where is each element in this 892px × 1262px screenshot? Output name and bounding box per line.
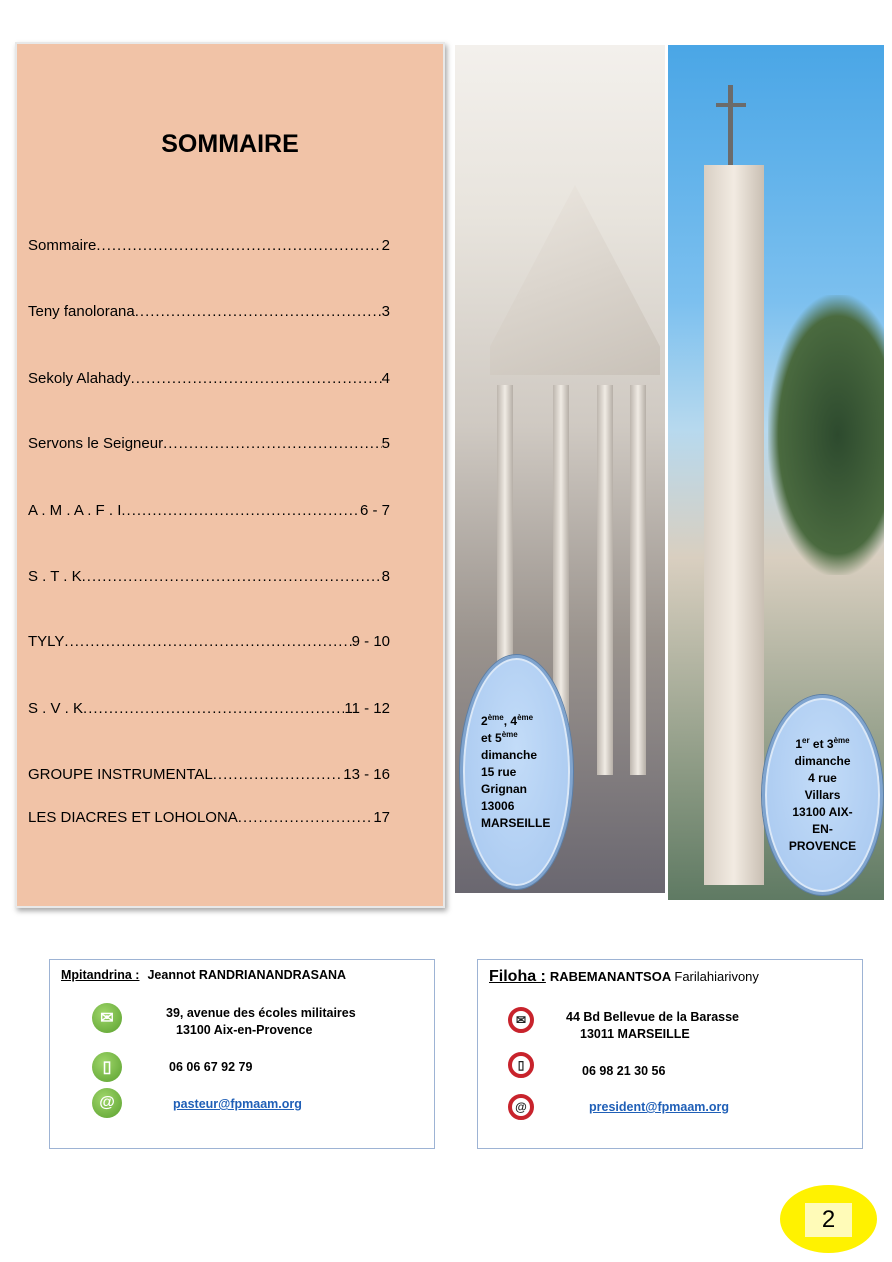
dot-leader bbox=[163, 435, 382, 452]
toc-entry: GROUPE INSTRUMENTAL 13 - 16 bbox=[28, 766, 390, 783]
role-label: Mpitandrina : bbox=[61, 968, 140, 982]
dot-leader bbox=[83, 700, 344, 717]
dot-leader bbox=[135, 303, 382, 320]
toc-entry: Servons le Seigneur 5 bbox=[28, 435, 390, 452]
at-sign-icon: @ bbox=[508, 1094, 534, 1120]
toc-entry-page: 8 bbox=[381, 568, 390, 585]
toc-entry-label: Sekoly Alahady bbox=[28, 370, 131, 387]
toc-entry-label: S . V . K bbox=[28, 700, 84, 717]
envelope-icon: ✉ bbox=[92, 1003, 122, 1033]
toc-entry-page: 4 bbox=[381, 370, 390, 387]
toc-entry-label: S . T . K bbox=[28, 568, 82, 585]
toc-entry: Teny fanolorana 3 bbox=[28, 303, 390, 320]
toc-entry-page: 6 - 7 bbox=[359, 502, 390, 519]
pastor-contact-card: Mpitandrina : Jeannot RANDRIANANDRASANA ✉… bbox=[49, 959, 435, 1149]
toc-entry-page: 9 - 10 bbox=[351, 633, 390, 650]
toc-entry: Sommaire 2 bbox=[28, 237, 390, 254]
president-email-link[interactable]: president@fpmaam.org bbox=[589, 1100, 729, 1114]
page-number-badge: 2 bbox=[780, 1185, 877, 1253]
at-sign-icon: @ bbox=[92, 1088, 122, 1118]
pastor-name: Jeannot RANDRIANANDRASANA bbox=[147, 968, 347, 982]
role-label: Filoha : bbox=[489, 968, 546, 985]
toc-entry-label: Teny fanolorana bbox=[28, 303, 135, 320]
toc-entry-page: 13 - 16 bbox=[343, 766, 390, 783]
dot-leader bbox=[64, 633, 351, 650]
toc-entry-label: GROUPE INSTRUMENTAL bbox=[28, 766, 213, 783]
toc-entry-label: Sommaire bbox=[28, 237, 97, 254]
dot-leader bbox=[96, 237, 381, 254]
pastor-phone: 06 06 67 92 79 bbox=[169, 1060, 253, 1074]
toc-entry: S . T . K 8 bbox=[28, 568, 390, 585]
toc-title: SOMMAIRE bbox=[161, 130, 299, 158]
toc-entry-page: 11 - 12 bbox=[344, 700, 390, 717]
toc-entry: A . M . A . F . I 6 - 7 bbox=[28, 502, 390, 519]
toc-entry: Sekoly Alahady 4 bbox=[28, 370, 390, 387]
mobile-phone-icon: ▯ bbox=[92, 1052, 122, 1082]
toc-entry-page: 17 bbox=[373, 809, 390, 826]
dot-leader bbox=[121, 502, 360, 519]
dot-leader bbox=[82, 568, 382, 585]
marseille-schedule-bubble: 2ème, 4ème et 5ème dimanche 15 rue Grign… bbox=[460, 655, 573, 889]
envelope-icon: ✉ bbox=[508, 1007, 534, 1033]
dot-leader bbox=[131, 370, 382, 387]
toc-entry: TYLY 9 - 10 bbox=[28, 633, 390, 650]
toc-entry: S . V . K 11 - 12 bbox=[28, 700, 390, 717]
pastor-email-link[interactable]: pasteur@fpmaam.org bbox=[173, 1097, 302, 1111]
toc-entry-page: 2 bbox=[381, 237, 390, 254]
toc-entry-label: Servons le Seigneur bbox=[28, 435, 164, 452]
toc-entry-label: TYLY bbox=[28, 633, 65, 650]
table-of-contents: SOMMAIRE Sommaire 2 Teny fanolorana 3 Sekoly… bbox=[15, 42, 445, 908]
toc-entry-page: 5 bbox=[381, 435, 390, 452]
dot-leader bbox=[213, 766, 344, 783]
president-contact-card: Filoha : RABEMANANTSOA Farilahiarivony ✉ … bbox=[477, 959, 863, 1149]
aix-schedule-bubble: 1er et 3ème dimanche 4 rue Villars 13100… bbox=[762, 695, 883, 895]
toc-entry-page: 3 bbox=[381, 303, 390, 320]
toc-entry-label: LES DIACRES ET LOHOLONA bbox=[28, 809, 238, 826]
toc-entry: LES DIACRES ET LOHOLONA 17 bbox=[28, 809, 390, 826]
president-phone: 06 98 21 30 56 bbox=[582, 1064, 666, 1078]
dot-leader bbox=[238, 809, 374, 826]
mobile-phone-icon: ▯ bbox=[508, 1052, 534, 1078]
page-number: 2 bbox=[805, 1203, 852, 1237]
toc-entry-label: A . M . A . F . I bbox=[28, 502, 122, 519]
